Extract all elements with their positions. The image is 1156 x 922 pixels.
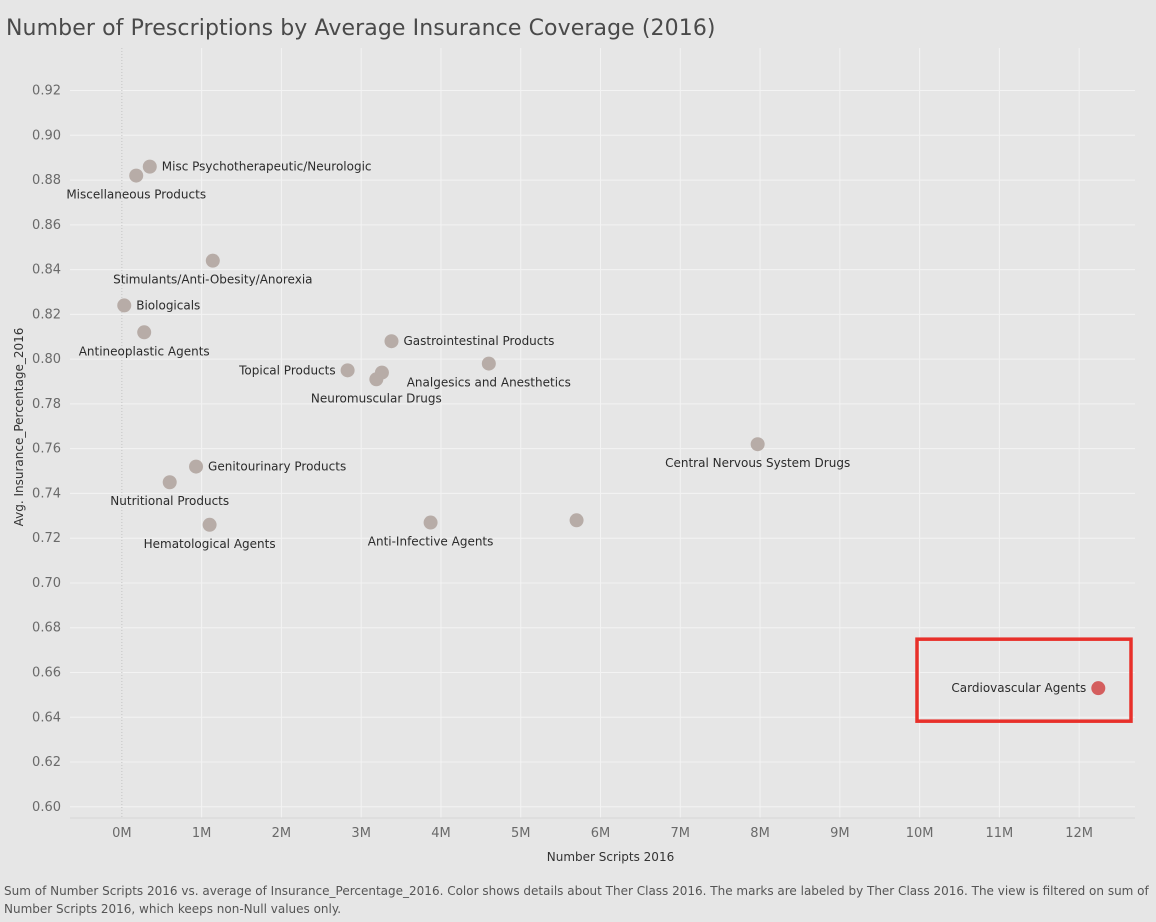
x-tick-label: 10M (906, 826, 934, 841)
axes: 0.60 0.62 0.64 0.66 0.68 0.70 0.72 0.74 0.76 0.78… (32, 84, 1135, 841)
data-point[interactable] (117, 298, 132, 313)
data-point[interactable] (142, 159, 157, 174)
data-label: Biologicals (136, 298, 200, 312)
y-tick-label: 0.70 (32, 576, 61, 591)
y-tick-label: 0.64 (32, 710, 61, 725)
data-point[interactable] (750, 437, 765, 452)
data-label: Anti-Infective Agents (368, 535, 494, 549)
x-tick-label: 6M (591, 826, 611, 841)
y-tick-label: 0.62 (32, 755, 61, 770)
x-tick-label: 2M (272, 826, 292, 841)
data-label: Miscellaneous Products (66, 188, 206, 202)
x-tick-label: 7M (671, 826, 691, 841)
x-tick-label: 0M (112, 826, 132, 841)
data-point[interactable] (129, 168, 144, 183)
data-label: Topical Products (238, 363, 336, 377)
y-tick-label: 0.82 (32, 307, 61, 322)
data-points (117, 159, 1106, 696)
data-label: Antineoplastic Agents (79, 344, 210, 358)
data-label: Misc Psychotherapeutic/Neurologic (162, 160, 372, 174)
y-tick-label: 0.76 (32, 442, 61, 457)
y-tick-label: 0.90 (32, 128, 61, 143)
y-tick-label: 0.86 (32, 218, 61, 233)
data-label: Analgesics and Anesthetics (407, 376, 571, 390)
y-tick-label: 0.78 (32, 397, 61, 412)
data-label: Hematological Agents (144, 537, 276, 551)
scatter-chart: 0.60 0.62 0.64 0.66 0.68 0.70 0.72 0.74 0.76 0.78… (12, 48, 1135, 864)
data-point[interactable] (423, 515, 438, 530)
x-tick-label: 5M (511, 826, 531, 841)
data-label: Gastrointestinal Products (403, 334, 554, 348)
data-point[interactable] (162, 475, 177, 490)
y-tick-label: 0.84 (32, 263, 61, 278)
data-point[interactable] (369, 372, 384, 387)
data-point[interactable] (137, 325, 152, 340)
x-tick-label: 4M (431, 826, 451, 841)
data-label: Cardiovascular Agents (951, 681, 1086, 695)
x-tick-label: 11M (985, 826, 1013, 841)
data-label: Stimulants/Anti-Obesity/Anorexia (113, 273, 312, 287)
y-tick-label: 0.68 (32, 621, 61, 636)
x-tick-label: 3M (351, 826, 371, 841)
x-axis-title: Number Scripts 2016 (547, 850, 674, 864)
data-point[interactable] (189, 459, 204, 474)
y-tick-label: 0.92 (32, 84, 61, 99)
y-tick-label: 0.72 (32, 531, 61, 546)
data-point[interactable] (481, 356, 496, 371)
data-label: Neuromuscular Drugs (311, 391, 442, 405)
data-point[interactable] (569, 513, 584, 528)
y-tick-label: 0.66 (32, 666, 61, 681)
data-point[interactable] (384, 334, 399, 349)
data-labels: Misc Psychotherapeutic/Neurologic Miscell… (66, 160, 1086, 696)
x-tick-label: 8M (750, 826, 770, 841)
y-tick-label: 0.88 (32, 173, 61, 188)
data-label: Central Nervous System Drugs (665, 456, 850, 470)
y-tick-label: 0.60 (32, 800, 61, 815)
y-axis-title: Avg. Insurance_Percentage_2016 (12, 328, 26, 527)
data-label: Genitourinary Products (208, 460, 346, 474)
gridlines (70, 48, 1135, 818)
chart-caption: Sum of Number Scripts 2016 vs. average o… (4, 884, 1149, 916)
y-tick-label: 0.80 (32, 352, 61, 367)
highlight-box-layer (915, 637, 1133, 723)
x-tick-label: 9M (830, 826, 850, 841)
data-point[interactable] (340, 363, 355, 378)
x-tick-label: 1M (192, 826, 212, 841)
data-point[interactable] (202, 517, 217, 532)
chart-title: Number of Prescriptions by Average Insur… (6, 16, 716, 41)
y-tick-label: 0.74 (32, 486, 61, 501)
highlight-box (915, 637, 1133, 723)
data-point[interactable] (1091, 681, 1106, 696)
x-tick-label: 12M (1065, 826, 1093, 841)
data-label: Nutritional Products (110, 494, 229, 508)
data-point[interactable] (205, 253, 220, 268)
